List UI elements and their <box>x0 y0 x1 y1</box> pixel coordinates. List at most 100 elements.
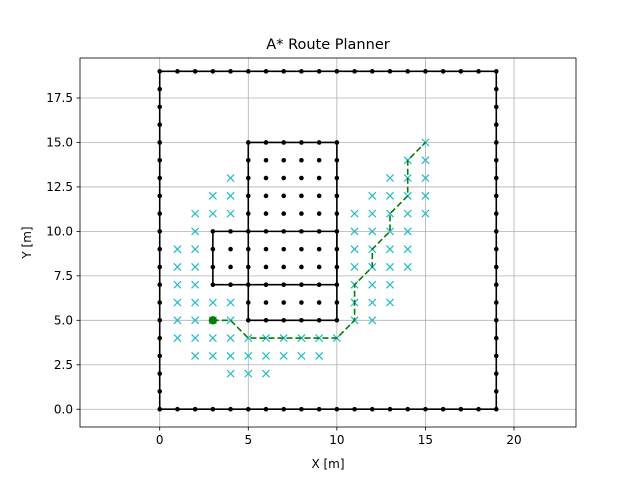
obstacle-point <box>493 104 499 110</box>
start-marker <box>208 316 218 325</box>
obstacle-point <box>263 229 269 234</box>
obstacle-point <box>263 193 269 199</box>
chart-title: A* Route Planner <box>266 37 389 53</box>
obstacle-point <box>299 69 304 74</box>
obstacle-point <box>228 406 233 412</box>
obstacle-point <box>316 229 322 234</box>
y-tick-label: 17.5 <box>46 91 73 105</box>
obstacle-point <box>316 300 322 305</box>
explored-node-marker <box>403 227 412 236</box>
obstacle-point <box>369 69 375 74</box>
obstacle-point <box>334 211 340 216</box>
explored-node-marker <box>244 369 253 378</box>
obstacle-point <box>157 122 163 127</box>
obstacle-point <box>493 264 499 270</box>
obstacle-point <box>157 140 163 145</box>
obstacle-point <box>493 122 499 127</box>
obstacle-point <box>476 406 481 412</box>
obstacle-point <box>316 69 322 74</box>
obstacle-point <box>245 406 251 412</box>
x-tick-label: 0 <box>156 433 164 447</box>
obstacle-point <box>316 175 322 181</box>
obstacle-point <box>157 353 163 359</box>
obstacle-point <box>157 175 163 181</box>
obstacle-point <box>245 140 251 145</box>
obstacle-point <box>299 229 304 234</box>
obstacle-point <box>245 264 251 270</box>
explored-node-marker <box>191 351 200 360</box>
obstacle-point <box>228 69 233 74</box>
obstacle-point <box>299 211 304 216</box>
explored-node-marker <box>191 245 200 254</box>
obstacle-point <box>157 371 163 376</box>
explored-node-marker <box>226 209 235 218</box>
obstacle-point <box>334 69 340 74</box>
obstacle-point <box>299 175 304 181</box>
obstacle-point <box>440 406 446 412</box>
explored-node-marker <box>173 316 182 325</box>
obstacle-point <box>281 157 287 163</box>
y-tick-label: 12.5 <box>46 180 73 194</box>
obstacle-point <box>263 140 269 145</box>
y-tick-label: 7.5 <box>54 269 73 283</box>
obstacle-point <box>299 140 304 145</box>
obstacle-point <box>263 406 269 412</box>
obstacle-point <box>157 246 163 252</box>
obstacle-point <box>281 282 287 288</box>
obstacle-point <box>299 318 304 323</box>
obstacle-point <box>405 406 411 412</box>
explored-node-marker <box>368 316 377 325</box>
obstacle-point <box>334 229 340 234</box>
explored-node-marker <box>173 262 182 271</box>
obstacle-point <box>157 157 163 163</box>
obstacle-point <box>281 175 287 181</box>
explored-node-marker <box>385 262 395 271</box>
obstacle-point <box>440 69 446 74</box>
explored-node-marker <box>368 227 377 236</box>
obstacle-point <box>192 69 198 74</box>
obstacle-point <box>405 69 411 74</box>
explored-node-marker <box>403 245 412 254</box>
explored-node-marker <box>208 298 217 307</box>
obstacle-point <box>493 353 499 359</box>
x-tick-label: 5 <box>244 433 252 447</box>
obstacle-point <box>334 300 340 305</box>
explored-node-marker <box>385 245 395 254</box>
obstacle-point <box>245 175 251 181</box>
obstacle-point <box>157 104 163 110</box>
x-tick-label: 20 <box>506 433 521 447</box>
obstacle-point <box>157 229 163 234</box>
obstacle-point <box>299 264 304 270</box>
explored-node-marker <box>226 174 235 183</box>
obstacle-point <box>334 175 340 181</box>
obstacle-point <box>281 300 287 305</box>
explored-node-marker <box>226 191 235 200</box>
obstacle-point <box>493 282 499 288</box>
obstacle-point <box>263 300 269 305</box>
obstacle-point <box>245 211 251 216</box>
obstacle-point <box>245 282 251 288</box>
obstacle-point <box>157 264 163 270</box>
obstacle-point <box>157 211 163 216</box>
obstacle-point <box>493 229 499 234</box>
obstacle-point <box>263 175 269 181</box>
obstacle-point <box>210 229 216 234</box>
obstacle-boundary-line <box>212 230 338 286</box>
obstacle-point <box>299 157 304 163</box>
obstacle-point <box>175 69 180 74</box>
obstacle-point <box>157 300 163 305</box>
obstacle-point <box>245 318 251 323</box>
obstacle-point <box>316 264 322 270</box>
explored-node-marker <box>403 262 412 271</box>
obstacle-point <box>210 69 216 74</box>
obstacle-point <box>493 69 499 74</box>
explored-node-marker <box>315 351 324 360</box>
explored-node-marker <box>421 156 430 165</box>
explored-node-marker <box>226 351 235 360</box>
obstacle-point <box>245 300 251 305</box>
explored-node-marker <box>403 209 412 218</box>
obstacle-point <box>316 193 322 199</box>
explored-node-marker <box>385 280 395 289</box>
obstacle-point <box>334 264 340 270</box>
